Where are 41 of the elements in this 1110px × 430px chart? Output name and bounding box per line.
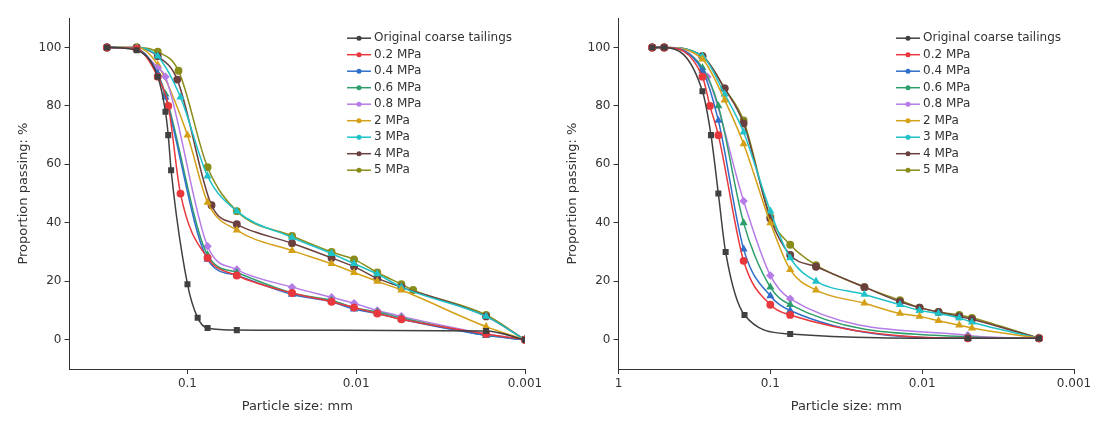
y-tick-label: 100 (587, 39, 611, 54)
legend-label: 0.6 MPa (923, 79, 971, 94)
legend-label: 0.4 MPa (374, 63, 422, 78)
legend-label: 2 MPa (374, 112, 410, 127)
legend-label: 5 MPa (374, 162, 410, 177)
legend-label: Original coarse tailings (374, 30, 512, 45)
x-tick-label: 0.01 (342, 376, 370, 391)
legend-label: 4 MPa (374, 145, 410, 160)
legend-label: 0.2 MPa (374, 46, 422, 61)
y-tick-label: 80 (595, 98, 611, 113)
legend-label: 2 MPa (923, 112, 959, 127)
legend-label: 0.8 MPa (923, 96, 971, 111)
x-tick-label: 0.01 (908, 376, 936, 391)
legend-label: Original coarse tailings (923, 30, 1061, 45)
y-tick-label: 80 (46, 98, 62, 113)
y-tick-label: 100 (38, 39, 62, 54)
y-tick-label: 20 (46, 273, 62, 288)
x-tick-label: 0.1 (177, 376, 198, 391)
y-tick-label: 20 (595, 273, 611, 288)
x-axis-title: Particle size: mm (241, 397, 353, 413)
y-tick-label: 40 (46, 214, 62, 229)
y-tick-label: 40 (595, 214, 611, 229)
x-tick-label: 1 (614, 376, 623, 391)
legend-label: 3 MPa (923, 129, 959, 144)
legend-label: 0.2 MPa (923, 46, 971, 61)
x-axis-title: Particle size: mm (790, 397, 902, 413)
legend-label: 0.8 MPa (374, 96, 422, 111)
x-tick-label: 0.001 (507, 376, 543, 391)
legend-label: 5 MPa (923, 162, 959, 177)
y-tick-label: 0 (53, 331, 62, 346)
x-tick-label: 0.001 (1056, 376, 1092, 391)
legend-label: 0.4 MPa (923, 63, 971, 78)
y-tick-label: 0 (602, 331, 611, 346)
y-tick-label: 60 (595, 156, 611, 171)
legend-label: 0.6 MPa (374, 79, 422, 94)
legend-label: 4 MPa (923, 145, 959, 160)
y-axis-title: Proportion passing: % (564, 122, 580, 265)
y-axis-title: Proportion passing: % (15, 122, 31, 265)
legend-label: 3 MPa (374, 129, 410, 144)
y-tick-label: 60 (46, 156, 62, 171)
x-tick-label: 0.1 (760, 376, 780, 391)
